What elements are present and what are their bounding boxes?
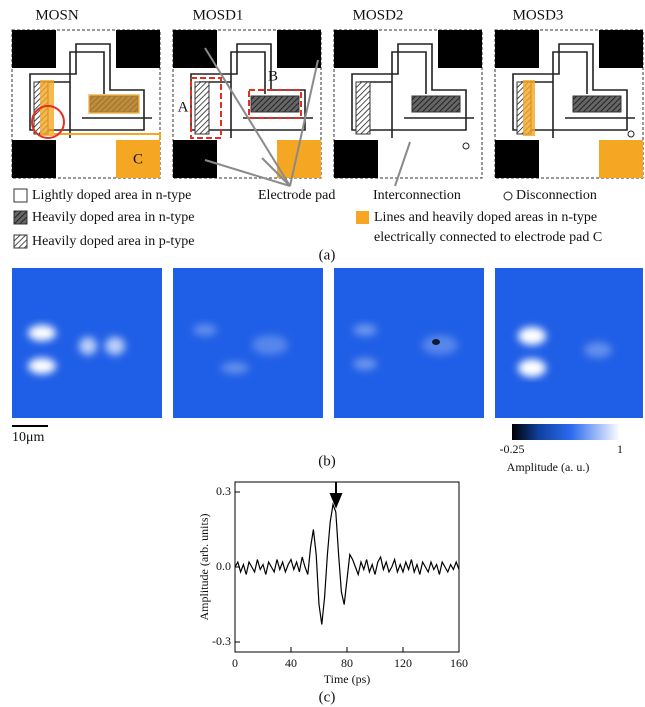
device-mosn: C (12, 30, 160, 178)
panel-title: MOSN (35, 7, 79, 23)
panel-a: MOSN MOSD1 MOSD2 MOSD3 C A B Lightly dop… (12, 7, 643, 263)
callout: B (268, 68, 278, 84)
y-tick-label: 0.0 (216, 559, 231, 573)
panel-title: MOSD3 (513, 7, 564, 23)
y-tick-label: -0.3 (212, 634, 231, 648)
arrow (331, 482, 341, 506)
legend-text: Heavily doped area in n-type (32, 210, 195, 225)
panel-label: (c) (319, 689, 336, 705)
y-tick-label: 0.3 (216, 484, 231, 498)
legend-text: Lines and heavily doped areas in n-type (374, 210, 597, 225)
x-tick-label: 160 (450, 656, 468, 670)
device-mosd1: A B (173, 30, 321, 178)
colorbar-tick-label: 1 (617, 442, 623, 456)
callout: A (178, 99, 189, 115)
panel-title: MOSD2 (353, 7, 404, 23)
legend-text: Heavily doped area in p-type (32, 234, 195, 249)
legend-text: Lightly doped area in n-type (32, 188, 191, 203)
x-tick-label: 120 (394, 656, 412, 670)
legend-text: Electrode pad (258, 188, 335, 203)
legend-text: Disconnection (516, 188, 597, 203)
device-mosd2 (334, 30, 482, 178)
panel-b: 10μm Amplitude (a. u.) (b) (12, 268, 643, 474)
panel-title: MOSD1 (193, 7, 244, 23)
waveform (235, 505, 459, 625)
panel-label: (a) (319, 247, 336, 263)
scale-bar-label: 10μm (12, 430, 45, 445)
x-tick-label: 80 (341, 656, 353, 670)
colorbar-title: Amplitude (a. u.) (507, 460, 590, 474)
colorbar-tick-label: -0.25 (500, 442, 525, 456)
device-mosd3 (495, 30, 643, 178)
line-chart: Amplitude (arb. units) Time (ps) (c) 0 40… (197, 482, 468, 705)
callout: C (133, 151, 143, 167)
figure: MOSN MOSD1 MOSD2 MOSD3 C A B Lightly dop… (0, 0, 645, 707)
y-axis-label: Amplitude (arb. units) (197, 514, 211, 621)
colorbar (512, 424, 620, 440)
x-tick-label: 0 (232, 656, 238, 670)
x-tick-label: 40 (285, 656, 297, 670)
x-axis-label: Time (ps) (324, 672, 371, 686)
legend-text: Interconnection (373, 188, 461, 203)
panel-label: (b) (318, 453, 336, 469)
legend-text: electrically connected to electrode pad … (374, 230, 602, 245)
